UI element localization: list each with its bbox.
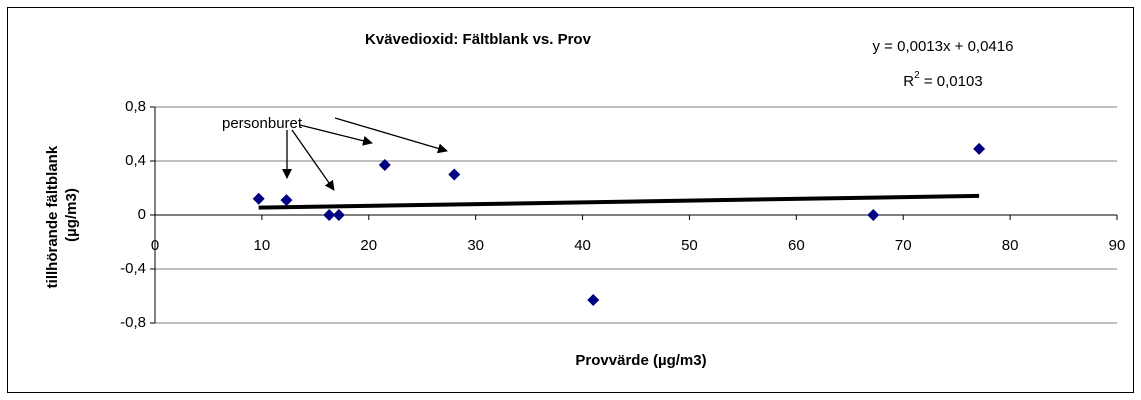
x-tick-label: 50: [681, 237, 698, 254]
y-axis-label: tillhörande fältblank (µg/m3): [44, 142, 80, 289]
annotation-arrow: [334, 117, 448, 154]
data-point: [252, 192, 265, 205]
data-point: [448, 168, 461, 181]
y-axis-label-line: (µg/m3): [63, 188, 80, 242]
y-tick-label: 0,8: [125, 98, 146, 115]
x-tick-label: 30: [467, 237, 484, 254]
annotation: [282, 117, 448, 191]
x-tick-label: 0: [151, 237, 159, 254]
trend-equation: y = 0,0013x + 0,0416: [873, 38, 1014, 55]
r-symbol: R: [903, 73, 914, 90]
chart-title: Kvävedioxid: Fältblank vs. Prov: [365, 31, 592, 48]
x-axis-label: Provvärde (µg/m3): [575, 352, 706, 369]
annotation-arrow: [291, 129, 335, 191]
annotation-arrow: [299, 124, 373, 146]
data-point: [280, 194, 293, 207]
x-tick-label: 80: [1002, 237, 1019, 254]
data-point: [378, 159, 391, 172]
data-point: [323, 209, 336, 221]
r-squared: R2 = 0,0103: [903, 70, 982, 90]
annotation-text: personburet: [222, 115, 303, 132]
data-point: [973, 142, 986, 155]
y-tick-label: 0,4: [125, 152, 146, 169]
x-tick-label: 10: [254, 237, 271, 254]
y-tick-label: 0: [138, 206, 146, 223]
y-tick-label: -0,4: [120, 260, 146, 277]
plot-area: 0,8 0,4 0 -0,4 -0,8 0 10 20 30 40 50 60 70 80 90: [120, 98, 1125, 331]
data-point: [867, 209, 880, 221]
x-tick-label: 70: [895, 237, 912, 254]
y-tick-label: -0,8: [120, 314, 146, 331]
data-point: [332, 209, 345, 221]
y-axis-label-line: tillhörande fältblank: [44, 145, 61, 288]
x-tick-label: 40: [574, 237, 591, 254]
r-superscript: 2: [914, 70, 920, 81]
r-value: = 0,0103: [920, 73, 983, 90]
x-tick-label: 90: [1109, 237, 1126, 254]
data-point: [587, 294, 600, 307]
x-tick-label: 20: [360, 237, 377, 254]
x-tick-label: 60: [788, 237, 805, 254]
trendline: [258, 193, 980, 210]
chart-border: [7, 7, 1134, 393]
